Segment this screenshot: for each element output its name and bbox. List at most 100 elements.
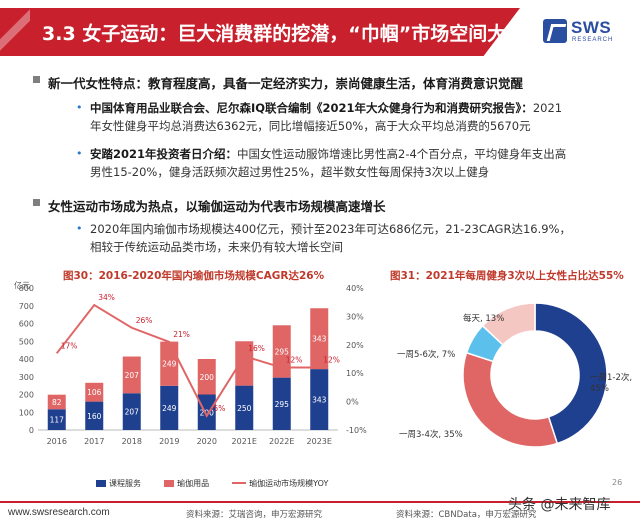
bar-course-label: 200 bbox=[200, 408, 215, 417]
bar-course-service bbox=[122, 393, 141, 430]
legend-yoy-swatch bbox=[232, 482, 247, 484]
x-tick-label: 2020 bbox=[197, 437, 217, 446]
chart30-title: 图30：2016-2020年国内瑜伽市场规模CAGR达26% bbox=[63, 270, 325, 282]
yoga-market-chart: 亿元 0 100 200 300 400 500 600 700 800 -10% 0% 10% 20% 3… bbox=[14, 280, 367, 446]
bar-yoga-goods bbox=[272, 325, 291, 378]
bar-yoga-goods bbox=[235, 341, 254, 386]
women-fitness-frequency-donut: 一周1-2次, 45% 一周3-4次, 35% 一周5-6次, 7% 每天, 13% bbox=[397, 302, 632, 448]
y2-tick-label: -10% bbox=[346, 426, 367, 435]
title-banner bbox=[0, 8, 520, 56]
bullet-dot-icon: • bbox=[76, 147, 83, 160]
bar-yoga-goods bbox=[197, 359, 216, 395]
y-tick-label: 0 bbox=[29, 426, 34, 435]
yoy-point-label: 34% bbox=[98, 293, 115, 302]
bar-yoga-goods bbox=[122, 356, 141, 394]
x-tick-label: 2019 bbox=[159, 437, 179, 446]
bullet-women-sports-market: 女性运动市场成为热点，以瑜伽运动为代表市场规模高速增长 bbox=[33, 196, 386, 215]
bar-course-service bbox=[272, 377, 291, 430]
x-tick-label: 2016 bbox=[47, 437, 67, 446]
bullet-yoga-market: • 2020年国内瑜伽市场规模达400亿元，预计至2023年可达686亿元，21… bbox=[76, 220, 571, 256]
logo-text: SWS bbox=[571, 18, 612, 37]
bar-course-label: 343 bbox=[312, 396, 327, 405]
bar-course-label: 249 bbox=[162, 404, 177, 413]
bullet-nielsen-report: • 中国体育用品业联合会、尼尔森IQ联合编制《2021年大众健身行为和消费研究报… bbox=[76, 99, 563, 135]
bar-goods-label: 200 bbox=[200, 373, 215, 382]
bar-goods-label: 343 bbox=[312, 335, 327, 344]
y2-tick-label: 30% bbox=[346, 312, 364, 321]
x-tick-label: 2017 bbox=[84, 437, 104, 446]
footer-url[interactable]: www.swsresearch.com bbox=[8, 507, 110, 518]
yoy-point-label: 26% bbox=[136, 316, 153, 325]
chart30-legend: 课程服务 瑜伽用品 瑜伽运动市场规模YOY bbox=[96, 478, 328, 489]
yoy-point-label: 16% bbox=[248, 344, 265, 353]
yoy-point-label: 12% bbox=[286, 356, 303, 365]
bar-goods-label: 295 bbox=[275, 347, 290, 356]
bar-course-label: 295 bbox=[275, 400, 290, 409]
bar-course-service bbox=[85, 401, 104, 430]
nielsen-report-lead: 中国体育用品业联合会、尼尔森IQ联合编制《2021年大众健身行为和消费研究报告》… bbox=[90, 101, 533, 115]
anta-lead: 安踏2021年投资者日介绍： bbox=[90, 147, 238, 161]
y2-tick-label: 20% bbox=[346, 341, 364, 350]
donut-slice bbox=[481, 302, 536, 346]
y-tick-label: 400 bbox=[19, 355, 34, 364]
x-tick-label: 2018 bbox=[122, 437, 142, 446]
donut-slice-label: 一周5-6次, 7% bbox=[397, 349, 455, 360]
watermark: 头条 @未来智库 bbox=[508, 497, 611, 513]
chart31-title: 图31：2021年每周健身3次以上女性占比达55% bbox=[390, 270, 624, 282]
nielsen-report-line1: 2021 bbox=[532, 101, 563, 115]
bar-goods-label: 106 bbox=[87, 388, 102, 397]
bar-course-service bbox=[160, 385, 179, 430]
bullet-women-traits: 新一代女性特点：教育程度高，具备一定经济实力，崇尚健康生活，体育消费意识觉醒 bbox=[32, 73, 523, 92]
y2-tick-label: 40% bbox=[346, 284, 364, 293]
yoy-point-label: 12% bbox=[323, 356, 340, 365]
x-tick-label: 2022E bbox=[269, 437, 294, 446]
banner-stripe bbox=[0, 8, 30, 56]
bar-course-label: 117 bbox=[50, 416, 65, 425]
bar-goods-label: 82 bbox=[52, 398, 62, 407]
yoy-point-label: 21% bbox=[173, 330, 190, 339]
bar-yoga-goods bbox=[47, 394, 66, 410]
anta-line2: 男性15-20%，健身活跃频次超过男性25%，超半数女性每周保持3次以上健身 bbox=[90, 165, 490, 179]
legend-course-swatch bbox=[96, 480, 106, 487]
logo-subtext: RESEARCH bbox=[572, 37, 614, 43]
anta-line1: 中国女性运动服饰增速比男性高2-4个百分点，平均健身年支出高 bbox=[237, 147, 567, 161]
page-number: 26 bbox=[612, 478, 623, 487]
y-tick-label: 500 bbox=[19, 337, 34, 346]
y-tick-label: 200 bbox=[19, 391, 34, 400]
bar-goods-label: 207 bbox=[125, 371, 140, 380]
bullet-dot-icon: • bbox=[76, 222, 83, 235]
x-tick-label: 2023E bbox=[307, 437, 332, 446]
y-tick-label: 800 bbox=[19, 284, 34, 293]
y2-tick-label: 10% bbox=[346, 369, 364, 378]
nielsen-report-line2: 年女性健身平均总消费达6362元，同比增幅接近50%，高于大众平均总消费的567… bbox=[90, 119, 531, 133]
bar-course-service bbox=[197, 394, 216, 430]
yoga-market-line1: 2020年国内瑜伽市场规模达400亿元，预计至2023年可达686亿元，21-2… bbox=[90, 222, 571, 236]
yoy-line bbox=[55, 303, 320, 418]
legend-yoy-label: 瑜伽运动市场规模YOY bbox=[249, 479, 329, 488]
bar-goods-label: 249 bbox=[162, 360, 177, 369]
donut-slice-label: 一周1-2次, 45% bbox=[590, 372, 632, 394]
donut-slice-label: 一周3-4次, 35% bbox=[399, 429, 463, 440]
footer-divider bbox=[0, 501, 640, 503]
x-tick-label: 2021E bbox=[232, 437, 257, 446]
bullet-dot-icon: • bbox=[76, 101, 83, 114]
legend-course-label: 课程服务 bbox=[109, 479, 141, 488]
chart30-source: 资料来源：艾瑞咨询，申万宏源研究 bbox=[186, 510, 323, 520]
yoga-market-line2: 相较于传统运动品类市场，未来仍有较大增长空间 bbox=[90, 240, 343, 254]
y-tick-label: 600 bbox=[19, 320, 34, 329]
page-title: 3.3 女子运动：巨大消费群的挖潜，“巾帼”市场空间大 bbox=[42, 23, 507, 45]
bar-yoga-goods bbox=[85, 382, 104, 402]
bar-course-service bbox=[47, 409, 66, 430]
bar-course-label: 250 bbox=[237, 404, 252, 413]
y-tick-label: 300 bbox=[19, 373, 34, 382]
y-tick-label: 700 bbox=[19, 302, 34, 311]
bar-course-service bbox=[310, 369, 329, 430]
donut-slice-label: 每天, 13% bbox=[463, 313, 504, 324]
bar-course-label: 160 bbox=[87, 412, 102, 421]
donut-slice bbox=[534, 302, 608, 445]
y-tick-label: 100 bbox=[19, 408, 34, 417]
bar-yoga-goods bbox=[310, 308, 329, 370]
donut-slice bbox=[462, 351, 559, 448]
sws-logo-icon bbox=[543, 19, 567, 43]
y-axis-unit: 亿元 bbox=[14, 280, 30, 290]
